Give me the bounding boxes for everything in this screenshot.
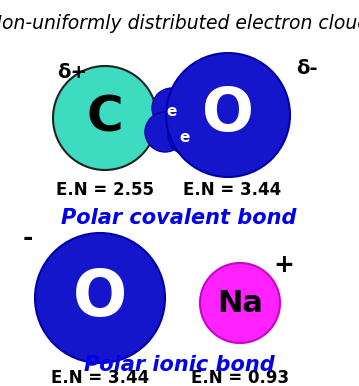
Text: Polar covalent bond: Polar covalent bond: [61, 208, 297, 228]
Text: +: +: [274, 253, 294, 277]
Circle shape: [168, 115, 208, 155]
Text: e: e: [180, 129, 190, 144]
Text: -: -: [23, 226, 33, 250]
Circle shape: [166, 53, 290, 177]
Circle shape: [200, 263, 280, 343]
Text: Polar ionic bond: Polar ionic bond: [84, 355, 274, 375]
Text: O: O: [202, 86, 254, 144]
Circle shape: [152, 88, 192, 128]
Text: E.N = 3.44: E.N = 3.44: [51, 369, 149, 386]
Text: Non-uniformly distributed electron cloud: Non-uniformly distributed electron cloud: [0, 14, 359, 33]
Text: e: e: [167, 105, 177, 120]
Circle shape: [35, 233, 165, 363]
Text: E.N = 2.55: E.N = 2.55: [56, 181, 154, 199]
Text: Na: Na: [217, 288, 263, 318]
Text: δ-: δ-: [296, 59, 318, 78]
Text: E.N = 3.44: E.N = 3.44: [183, 181, 281, 199]
Text: δ+: δ+: [57, 63, 87, 81]
Circle shape: [53, 66, 157, 170]
Text: O: O: [73, 267, 127, 329]
Text: C: C: [87, 94, 123, 142]
Text: E.N = 0.93: E.N = 0.93: [191, 369, 289, 386]
Circle shape: [145, 112, 185, 152]
